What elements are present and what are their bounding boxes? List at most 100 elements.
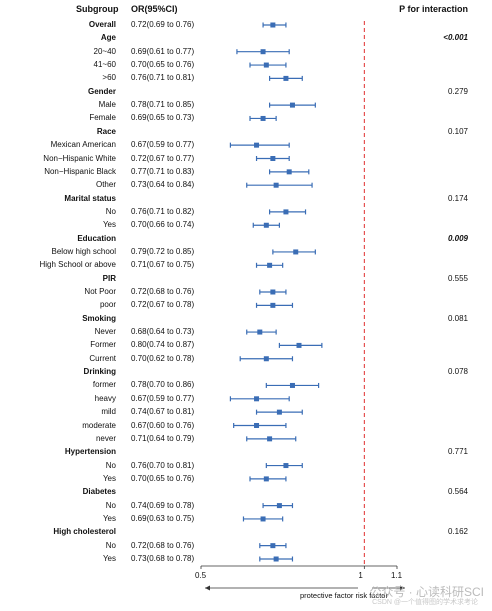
or-ci-value: 0.72(0.69 to 0.76) bbox=[131, 20, 195, 29]
or-point bbox=[293, 249, 299, 255]
subgroup-label: Below high school bbox=[51, 246, 116, 256]
or-point bbox=[263, 476, 269, 482]
subgroup-label: Current bbox=[89, 353, 116, 363]
p-interaction-value: 0.162 bbox=[447, 527, 468, 537]
watermark-subtext: CSDN @一个值得图的学术求考论 bbox=[372, 599, 478, 606]
subgroup-label: 41~60 bbox=[93, 60, 116, 70]
or-ci-value: 0.76(0.71 to 0.81) bbox=[131, 73, 195, 83]
or-point bbox=[263, 62, 269, 68]
p-interaction-value: 0.107 bbox=[447, 126, 468, 136]
header-subgroup: Subgroup bbox=[76, 4, 119, 14]
or-ci-value: 0.72(0.68 to 0.76) bbox=[131, 540, 195, 550]
or-point bbox=[289, 102, 295, 108]
subgroup-label: Yes bbox=[102, 220, 116, 230]
subgroup-label: former bbox=[92, 380, 116, 390]
subgroup-label: Never bbox=[94, 327, 116, 337]
protective-arrow-head bbox=[205, 585, 210, 591]
group-label: Drinking bbox=[83, 367, 116, 377]
group-label: Marital status bbox=[64, 193, 116, 203]
subgroup-label: No bbox=[105, 206, 116, 216]
or-point bbox=[270, 289, 276, 295]
or-point bbox=[257, 329, 263, 335]
or-ci-value: 0.68(0.64 to 0.73) bbox=[131, 327, 195, 337]
p-interaction-value: 0.081 bbox=[447, 313, 468, 323]
or-ci-value: 0.70(0.65 to 0.76) bbox=[131, 473, 195, 483]
subgroup-label: Female bbox=[89, 113, 116, 123]
subgroup-label: Yes bbox=[102, 513, 116, 523]
or-point bbox=[283, 75, 289, 81]
or-point bbox=[289, 382, 295, 388]
or-point bbox=[283, 463, 289, 469]
or-ci-value: 0.72(0.67 to 0.78) bbox=[131, 300, 195, 310]
subgroup-label: Not Poor bbox=[84, 287, 116, 296]
group-label: Gender bbox=[87, 86, 116, 96]
or-point bbox=[263, 356, 269, 362]
or-ci-value: 0.67(0.59 to 0.77) bbox=[131, 393, 195, 403]
subgroup-label: No bbox=[105, 460, 116, 470]
group-label: Race bbox=[96, 126, 116, 136]
or-ci-value: 0.78(0.71 to 0.85) bbox=[131, 100, 195, 110]
subgroup-label: Yes bbox=[102, 473, 116, 483]
subgroup-label: moderate bbox=[82, 420, 116, 430]
subgroup-label: No bbox=[105, 500, 116, 510]
group-label: PIR bbox=[102, 273, 116, 283]
group-label: Overall bbox=[88, 20, 116, 29]
or-point bbox=[267, 262, 273, 268]
group-label: High cholesterol bbox=[53, 527, 116, 537]
or-ci-value: 0.70(0.65 to 0.76) bbox=[131, 60, 195, 70]
group-label: Hypertension bbox=[64, 447, 116, 457]
group-label: Age bbox=[100, 33, 116, 43]
p-interaction-value: 0.009 bbox=[447, 233, 468, 243]
or-point bbox=[260, 49, 266, 55]
or-point bbox=[270, 543, 276, 549]
risk-arrow-head bbox=[400, 585, 405, 591]
subgroup-label: Former bbox=[90, 340, 116, 350]
or-point bbox=[270, 22, 276, 28]
or-point bbox=[254, 396, 260, 402]
or-point bbox=[286, 169, 292, 175]
subgroup-label: No bbox=[105, 540, 116, 550]
or-point bbox=[260, 115, 266, 121]
x-tick-label: 1.1 bbox=[391, 571, 403, 580]
or-ci-value: 0.77(0.71 to 0.83) bbox=[131, 166, 195, 176]
or-point bbox=[276, 503, 282, 509]
header-or: OR(95%CI) bbox=[131, 4, 178, 14]
or-ci-value: 0.76(0.70 to 0.81) bbox=[131, 460, 195, 470]
watermark-text: 公众号 · 心读科研SCI bbox=[369, 585, 484, 599]
subgroup-label: heavy bbox=[94, 393, 116, 403]
or-ci-value: 0.71(0.64 to 0.79) bbox=[131, 433, 195, 443]
or-ci-value: 0.69(0.63 to 0.75) bbox=[131, 513, 195, 523]
p-interaction-value: 0.279 bbox=[447, 86, 468, 96]
or-ci-value: 0.74(0.69 to 0.78) bbox=[131, 500, 195, 510]
or-point bbox=[270, 302, 276, 308]
or-point bbox=[267, 436, 273, 442]
or-ci-value: 0.80(0.74 to 0.87) bbox=[131, 340, 195, 350]
or-ci-value: 0.70(0.66 to 0.74) bbox=[131, 220, 195, 230]
or-point bbox=[273, 182, 279, 188]
or-ci-value: 0.79(0.72 to 0.85) bbox=[131, 246, 195, 256]
or-point bbox=[270, 156, 276, 161]
subgroup-label: 20~40 bbox=[93, 46, 116, 56]
subgroup-label: High School or above bbox=[39, 260, 117, 270]
p-interaction-value: 0.771 bbox=[447, 447, 468, 457]
p-interaction-value: 0.564 bbox=[447, 487, 468, 497]
or-ci-value: 0.67(0.60 to 0.76) bbox=[131, 420, 195, 430]
x-axis-annotation: protective factor risk factor bbox=[300, 591, 388, 600]
or-ci-value: 0.74(0.67 to 0.81) bbox=[131, 407, 195, 417]
or-point bbox=[260, 516, 266, 522]
x-tick-label: 0.5 bbox=[195, 571, 207, 580]
header-p-interaction: P for interaction bbox=[399, 4, 468, 14]
subgroup-label: Non−Hispanic Black bbox=[44, 166, 116, 176]
subgroup-label: never bbox=[95, 433, 116, 443]
or-point bbox=[254, 142, 260, 148]
group-label: Education bbox=[77, 233, 116, 243]
or-ci-value: 0.70(0.62 to 0.78) bbox=[131, 353, 195, 363]
or-ci-value: 0.69(0.65 to 0.73) bbox=[131, 113, 195, 123]
or-ci-value: 0.78(0.70 to 0.86) bbox=[131, 380, 195, 390]
or-ci-value: 0.76(0.71 to 0.82) bbox=[131, 206, 195, 216]
or-point bbox=[263, 222, 269, 228]
subgroup-label: Male bbox=[98, 100, 116, 110]
subgroup-label: mild bbox=[101, 407, 116, 417]
or-point bbox=[283, 209, 289, 215]
